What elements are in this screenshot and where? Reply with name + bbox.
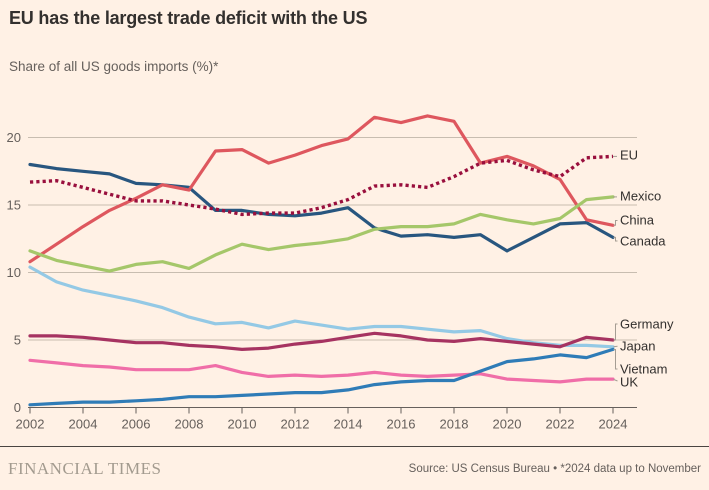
- legend-label-japan: Japan: [620, 339, 655, 354]
- x-tick-label-2014: 2014: [334, 417, 363, 432]
- x-tick-label-2018: 2018: [440, 417, 469, 432]
- legend-label-china: China: [620, 213, 655, 228]
- legend-connector-vietnam: [613, 349, 618, 370]
- legend-connector-germany: [613, 323, 618, 341]
- legend-label-vietnam: Vietnam: [620, 362, 667, 377]
- chart-subtitle: Share of all US goods imports (%)*: [9, 59, 219, 74]
- y-tick-label-15: 15: [7, 198, 21, 213]
- x-tick-label-2022: 2022: [546, 417, 575, 432]
- x-tick-label-2016: 2016: [387, 417, 416, 432]
- x-tick-label-2006: 2006: [122, 417, 151, 432]
- legend-label-mexico: Mexico: [620, 189, 661, 204]
- source-note: Source: US Census Bureau • *2024 data up…: [408, 462, 701, 475]
- series-line-china: [28, 114, 615, 264]
- footer: FINANCIAL TIMES Source: US Census Bureau…: [0, 446, 709, 490]
- x-tick-label-2024: 2024: [599, 417, 628, 432]
- y-tick-label-5: 5: [14, 333, 21, 348]
- legend-label-germany: Germany: [620, 317, 674, 332]
- legend-connector-uk: [613, 378, 618, 382]
- series-line-vietnam: [28, 347, 615, 407]
- series-line-mexico: [28, 195, 615, 273]
- legend-connector-china: [613, 220, 618, 226]
- series-line-canada: [28, 162, 615, 253]
- y-tick-label-0: 0: [14, 400, 21, 415]
- legend-connector-japan: [613, 345, 618, 348]
- x-tick-label-2004: 2004: [69, 417, 98, 432]
- legend-label-canada: Canada: [620, 234, 666, 249]
- line-chart: 0 5 10 15 20 2002 2004 2006 2008 2010 2012 2014 2016…: [7, 114, 674, 432]
- legend-connector-canada: [613, 236, 618, 242]
- x-tick-label-2010: 2010: [228, 417, 257, 432]
- x-tick-label-2020: 2020: [493, 417, 522, 432]
- series-line-germany: [28, 331, 615, 351]
- series-line-eu: [29, 154, 614, 217]
- ft-logo: FINANCIAL TIMES: [8, 458, 162, 478]
- legend-layer: EU Mexico China Canada Germany Japan Vie…: [613, 148, 674, 390]
- legend-label-uk: UK: [620, 375, 638, 390]
- y-tick-label-20: 20: [7, 130, 21, 145]
- x-tick-label-2008: 2008: [175, 417, 204, 432]
- x-tick-label-2002: 2002: [16, 417, 45, 432]
- legend-label-eu: EU: [620, 148, 638, 163]
- series-layer: [28, 114, 615, 407]
- y-tick-label-10: 10: [7, 265, 21, 280]
- x-tick-label-2012: 2012: [281, 417, 310, 432]
- series-line-japan: [28, 265, 615, 349]
- chart-title: EU has the largest trade deficit with th…: [9, 8, 368, 28]
- series-line-uk: [28, 358, 615, 384]
- grid-layer: 0 5 10 15 20 2002 2004 2006 2008 2010 2012 2014 2016…: [7, 130, 637, 432]
